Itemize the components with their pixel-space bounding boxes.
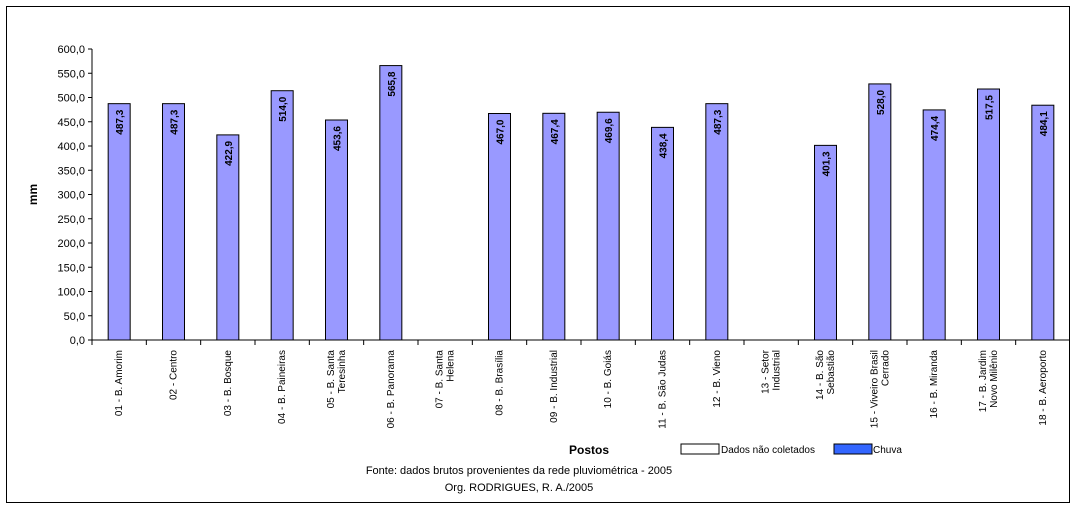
y-tick-label: 300,0 xyxy=(57,190,85,202)
bar-value-label: 517,5 xyxy=(985,95,996,120)
y-tick-label: 400,0 xyxy=(57,141,85,153)
x-category-label: 08 - B. Brasília xyxy=(495,350,506,416)
x-category-label: 13 - Setor xyxy=(761,349,772,394)
x-category-label: Cerrado xyxy=(880,350,891,387)
legend-swatch-dados-nao-coletados xyxy=(680,443,720,455)
x-category-label: Teresinha xyxy=(337,350,348,394)
x-category-label: 10 - B. Goiás xyxy=(603,350,614,408)
bar-value-label: 528,0 xyxy=(876,89,887,114)
x-category-label: 16 - B. Miranda xyxy=(929,350,940,419)
bar xyxy=(107,103,131,341)
bar xyxy=(977,88,1000,341)
bar xyxy=(814,144,837,341)
x-category-label: 18 - B. Aeroporto xyxy=(1038,350,1049,426)
bar xyxy=(651,126,674,341)
bar xyxy=(596,111,620,341)
y-tick-label: 50,0 xyxy=(64,311,85,323)
x-category-label: 03 - B. Bosque xyxy=(223,350,234,417)
bar-value-label: 514,0 xyxy=(278,96,289,121)
bar-value-label: 438,4 xyxy=(659,133,670,158)
y-tick-label: 450,0 xyxy=(57,117,85,129)
bar xyxy=(922,109,946,341)
y-tick-label: 200,0 xyxy=(57,238,85,250)
x-category-label: 17 - B. Jardim xyxy=(978,350,989,412)
chart-frame: 0,0 50,0 100,0 150,0 200,0 250,0 300,0 350,0 400… xyxy=(6,6,1070,503)
x-category-label: 09 - B. Industrial xyxy=(549,350,560,423)
bar xyxy=(868,83,892,341)
bar xyxy=(379,65,403,341)
x-category-label: 02 - Centro xyxy=(169,350,180,400)
bar-value-label: 453,6 xyxy=(333,126,344,151)
bar xyxy=(162,103,185,341)
bar-value-label: 422,9 xyxy=(224,140,235,165)
bar xyxy=(542,112,566,341)
y-tick-label: 150,0 xyxy=(57,262,85,274)
x-category-label: Sebastião xyxy=(826,350,837,395)
y-axis-title: mm xyxy=(26,184,40,205)
y-tick-label: 100,0 xyxy=(57,287,85,299)
legend-swatch-chuva xyxy=(833,443,873,455)
bar-chart: 0,0 50,0 100,0 150,0 200,0 250,0 300,0 350,0 400… xyxy=(26,44,1069,494)
y-tick-label: 350,0 xyxy=(57,165,85,177)
bar-value-label: 467,4 xyxy=(550,119,561,144)
bar-value-label: 484,1 xyxy=(1039,111,1050,136)
x-category-label: Helena xyxy=(446,350,457,382)
bar-value-label: 469,6 xyxy=(604,118,615,143)
x-category-label: 11 - B. São Judas xyxy=(658,350,669,429)
bar-value-label: 487,3 xyxy=(115,109,126,134)
x-axis-title: Postos xyxy=(569,443,609,457)
bar xyxy=(1031,104,1055,341)
bar-value-label: 474,4 xyxy=(930,115,941,140)
y-tick-label: 500,0 xyxy=(57,93,85,105)
bar xyxy=(216,134,240,341)
bar-value-label: 487,3 xyxy=(170,109,181,134)
bar xyxy=(488,113,511,341)
source-note: Fonte: dados brutos provenientes da rede… xyxy=(366,465,672,477)
bar-value-label: 467,0 xyxy=(496,119,507,144)
x-category-label: 06 - B. Panorama xyxy=(386,350,397,429)
x-category-label: 14 - B. São xyxy=(815,350,826,400)
bar-value-label: 565,8 xyxy=(387,71,398,96)
x-category-label: 01 - B. Amorim xyxy=(114,350,125,416)
y-tick-label: 600,0 xyxy=(57,44,85,56)
bar-value-label: 401,3 xyxy=(822,151,833,176)
x-category-label: 12 - B. Vieno xyxy=(712,350,723,408)
y-tick-label: 0,0 xyxy=(70,335,85,347)
bar xyxy=(705,103,729,341)
y-tick-label: 550,0 xyxy=(57,68,85,80)
x-category-label: Industrial xyxy=(772,350,783,391)
y-tick-label: 250,0 xyxy=(57,214,85,226)
author-note: Org. RODRIGUES, R. A./2005 xyxy=(445,482,594,494)
legend-label: Dados não coletados xyxy=(721,445,815,456)
x-category-label: Novo Milênio xyxy=(989,350,1000,408)
x-category-label: 07 - B. Santa xyxy=(435,350,446,409)
bar xyxy=(325,119,348,341)
bar-value-label: 487,3 xyxy=(713,109,724,134)
x-category-label: 15 - Viveiro Brasil xyxy=(869,350,880,428)
x-category-label: 04 - B. Paineiras xyxy=(277,350,288,424)
x-category-label: 05 - B. Santa xyxy=(326,350,337,409)
bar xyxy=(270,90,294,341)
legend-label: Chuva xyxy=(873,445,902,456)
